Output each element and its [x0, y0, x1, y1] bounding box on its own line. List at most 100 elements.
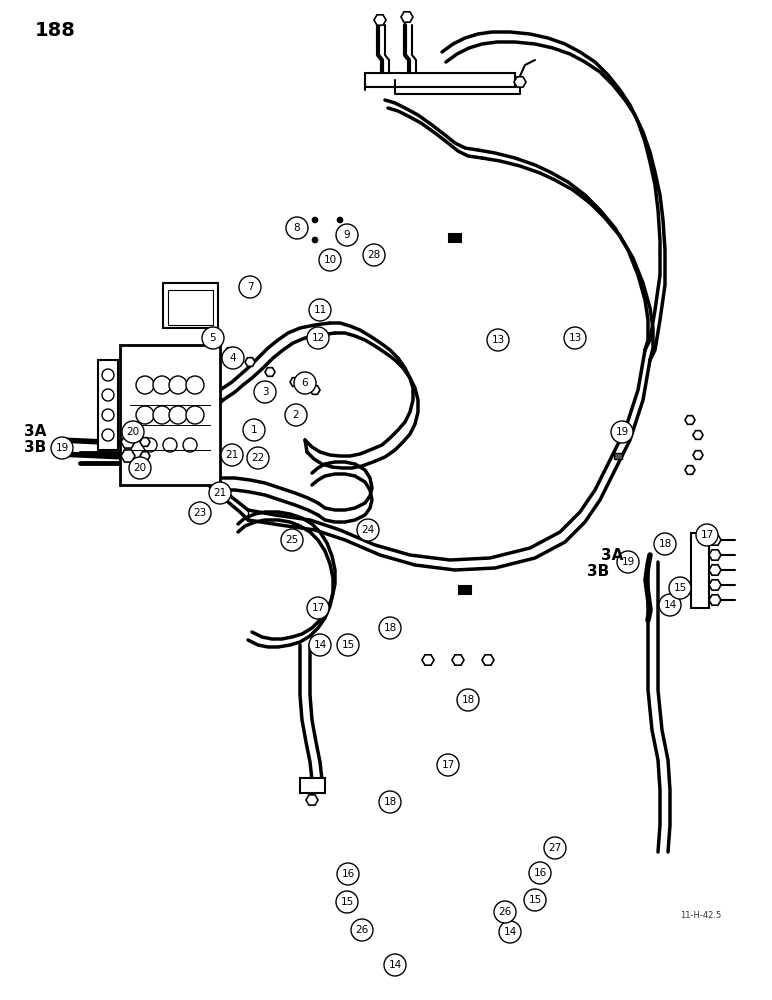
Text: 15: 15	[673, 583, 686, 593]
Polygon shape	[140, 452, 150, 460]
Circle shape	[209, 482, 231, 504]
Polygon shape	[709, 565, 721, 575]
Text: 3: 3	[262, 387, 269, 397]
Circle shape	[254, 381, 276, 403]
Circle shape	[122, 421, 144, 443]
Circle shape	[457, 689, 479, 711]
Circle shape	[153, 376, 171, 394]
Circle shape	[102, 389, 114, 401]
Text: 19: 19	[56, 443, 69, 453]
Bar	[386, 627, 394, 633]
Circle shape	[102, 409, 114, 421]
Text: 18: 18	[384, 623, 397, 633]
Text: 6: 6	[302, 378, 308, 388]
Text: 17: 17	[700, 530, 713, 540]
Circle shape	[357, 519, 379, 541]
Text: 17: 17	[442, 760, 455, 770]
Circle shape	[222, 347, 244, 369]
Circle shape	[281, 529, 303, 551]
Circle shape	[189, 502, 211, 524]
Circle shape	[247, 447, 269, 469]
Text: 16: 16	[533, 868, 547, 878]
Polygon shape	[452, 655, 464, 665]
Circle shape	[186, 406, 204, 424]
Bar	[459, 586, 471, 594]
Polygon shape	[482, 655, 494, 665]
Polygon shape	[709, 550, 721, 560]
Polygon shape	[121, 450, 135, 462]
Polygon shape	[514, 77, 526, 87]
Text: 20: 20	[134, 463, 147, 473]
Circle shape	[307, 597, 329, 619]
Circle shape	[363, 244, 385, 266]
Polygon shape	[709, 535, 721, 545]
Text: 188: 188	[35, 20, 76, 39]
Polygon shape	[693, 451, 703, 459]
Text: 3B: 3B	[24, 440, 46, 456]
Polygon shape	[685, 466, 695, 474]
Polygon shape	[290, 378, 300, 386]
Circle shape	[183, 438, 197, 452]
Text: 3A: 3A	[601, 548, 623, 562]
Text: 19: 19	[621, 557, 635, 567]
Circle shape	[102, 429, 114, 441]
Polygon shape	[709, 580, 721, 590]
Circle shape	[336, 891, 358, 913]
Circle shape	[611, 421, 633, 443]
Text: 3A: 3A	[24, 424, 46, 440]
Text: 14: 14	[388, 960, 401, 970]
Circle shape	[337, 634, 359, 656]
Bar	[120, 345, 220, 485]
Circle shape	[143, 438, 157, 452]
Text: 15: 15	[341, 640, 354, 650]
Text: 5: 5	[210, 333, 216, 343]
Bar	[365, 73, 515, 87]
Polygon shape	[310, 386, 320, 394]
Text: 21: 21	[213, 488, 227, 498]
Circle shape	[654, 533, 676, 555]
Polygon shape	[693, 431, 703, 439]
Text: 10: 10	[323, 255, 337, 265]
Polygon shape	[265, 368, 275, 376]
Text: 15: 15	[340, 897, 354, 907]
Polygon shape	[401, 12, 413, 22]
Text: 18: 18	[659, 539, 672, 549]
Circle shape	[337, 863, 359, 885]
Circle shape	[659, 594, 681, 616]
Text: 12: 12	[311, 333, 324, 343]
Circle shape	[136, 376, 154, 394]
Text: 14: 14	[503, 927, 516, 937]
Circle shape	[499, 921, 521, 943]
Bar	[98, 360, 118, 450]
Circle shape	[243, 419, 265, 441]
Circle shape	[286, 217, 308, 239]
Text: 17: 17	[311, 603, 324, 613]
Circle shape	[129, 457, 151, 479]
Polygon shape	[306, 795, 318, 805]
Circle shape	[351, 919, 373, 941]
Polygon shape	[140, 438, 150, 446]
Circle shape	[163, 438, 177, 452]
Text: 11: 11	[313, 305, 327, 315]
Polygon shape	[210, 338, 220, 346]
Polygon shape	[374, 15, 386, 25]
Text: 20: 20	[127, 427, 140, 437]
Text: 19: 19	[615, 427, 628, 437]
Text: 15: 15	[528, 895, 542, 905]
Text: 26: 26	[355, 925, 368, 935]
Text: 27: 27	[548, 843, 561, 853]
Text: 14: 14	[313, 640, 327, 650]
Text: 13: 13	[491, 335, 505, 345]
Bar	[614, 453, 622, 459]
Polygon shape	[245, 358, 255, 366]
Circle shape	[285, 404, 307, 426]
Circle shape	[544, 837, 566, 859]
Circle shape	[309, 299, 331, 321]
Bar	[386, 800, 394, 806]
Circle shape	[312, 217, 318, 223]
Text: 18: 18	[462, 695, 475, 705]
Polygon shape	[225, 348, 235, 356]
Text: 24: 24	[361, 525, 374, 535]
Polygon shape	[685, 416, 695, 424]
Text: 22: 22	[252, 453, 265, 463]
